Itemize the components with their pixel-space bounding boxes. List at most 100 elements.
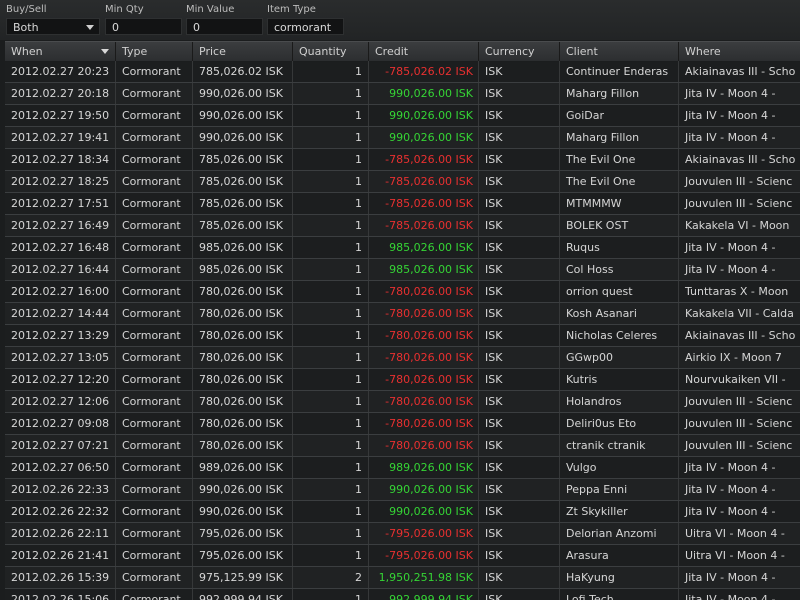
cell-where: Jita IV - Moon 4 -	[685, 571, 776, 584]
cell-where: Uitra VI - Moon 4 -	[685, 527, 785, 540]
cell-client: Kosh Asanari	[560, 303, 679, 324]
cell-currency: ISK	[479, 171, 560, 192]
column-header-price[interactable]: Price	[193, 42, 293, 61]
table-row[interactable]: 2012.02.27 18:34 Cormorant 785,026.00 ISK 1…	[5, 149, 800, 171]
cell-type: Cormorant	[116, 457, 193, 478]
table-row[interactable]: 2012.02.27 18:25 Cormorant 785,026.00 ISK 1…	[5, 171, 800, 193]
cell-type: Cormorant	[116, 369, 193, 390]
item-type-filter: Item Type cormorant	[267, 3, 344, 35]
cell-type: Cormorant	[116, 281, 193, 302]
cell-where: Nourvukaiken VII -	[685, 373, 786, 386]
cell-quantity: 1	[293, 303, 369, 324]
cell-credit: 985,026.00 ISK	[369, 237, 479, 258]
cell-client: GoiDar	[560, 105, 679, 126]
cell-credit: -795,026.00 ISK	[369, 545, 479, 566]
cell-type: Cormorant	[116, 391, 193, 412]
cell-when: 2012.02.27 16:49	[5, 215, 116, 236]
cell-currency: ISK	[479, 193, 560, 214]
table-row[interactable]: 2012.02.27 13:05 Cormorant 780,026.00 ISK 1…	[5, 347, 800, 369]
cell-credit: 985,026.00 ISK	[369, 259, 479, 280]
table-row[interactable]: 2012.02.26 21:41 Cormorant 795,026.00 ISK 1…	[5, 545, 800, 567]
cell-type: Cormorant	[116, 589, 193, 600]
cell-currency: ISK	[479, 457, 560, 478]
buy-sell-filter: Buy/Sell Both	[6, 3, 100, 35]
cell-where: Akiainavas III - Scho	[685, 153, 796, 166]
cell-when: 2012.02.26 22:11	[5, 523, 116, 544]
table-row[interactable]: 2012.02.26 15:06 Cormorant 992,999.94 ISK 1…	[5, 589, 800, 600]
table-row[interactable]: 2012.02.27 12:06 Cormorant 780,026.00 ISK 1…	[5, 391, 800, 413]
buy-sell-select[interactable]: Both	[6, 18, 100, 35]
cell-client: HaKyung	[560, 567, 679, 588]
cell-when: 2012.02.27 16:48	[5, 237, 116, 258]
cell-currency: ISK	[479, 127, 560, 148]
table-row[interactable]: 2012.02.27 19:50 Cormorant 990,026.00 ISK 1…	[5, 105, 800, 127]
column-header-quantity[interactable]: Quantity	[293, 42, 369, 61]
table-row[interactable]: 2012.02.27 09:08 Cormorant 780,026.00 ISK 1…	[5, 413, 800, 435]
cell-where: Jita IV - Moon 4 -	[685, 505, 776, 518]
cell-credit: -785,026.00 ISK	[369, 215, 479, 236]
min-qty-input[interactable]: 0	[105, 18, 182, 35]
column-header-when[interactable]: When	[5, 42, 116, 61]
cell-client: Zt Skykiller	[560, 501, 679, 522]
cell-when: 2012.02.27 12:06	[5, 391, 116, 412]
buy-sell-value: Both	[13, 21, 39, 34]
cell-when: 2012.02.27 20:23	[5, 61, 116, 82]
cell-currency: ISK	[479, 303, 560, 324]
table-row[interactable]: 2012.02.27 16:49 Cormorant 785,026.00 ISK 1…	[5, 215, 800, 237]
cell-credit: 1,950,251.98 ISK	[369, 567, 479, 588]
cell-when: 2012.02.27 16:44	[5, 259, 116, 280]
table-row[interactable]: 2012.02.27 07:21 Cormorant 780,026.00 ISK 1…	[5, 435, 800, 457]
table-row[interactable]: 2012.02.27 13:29 Cormorant 780,026.00 ISK 1…	[5, 325, 800, 347]
table-row[interactable]: 2012.02.27 16:44 Cormorant 985,026.00 ISK 1…	[5, 259, 800, 281]
column-header-client[interactable]: Client	[560, 42, 679, 61]
cell-where: Jouvulen III - Scienc	[685, 395, 793, 408]
column-header-type[interactable]: Type	[116, 42, 193, 61]
min-value-input[interactable]: 0	[186, 18, 263, 35]
cell-quantity: 1	[293, 105, 369, 126]
cell-credit: 990,026.00 ISK	[369, 83, 479, 104]
column-header-credit[interactable]: Credit	[369, 42, 479, 61]
cell-where: Akiainavas III - Scho	[685, 65, 796, 78]
cell-where: Jouvulen III - Scienc	[685, 417, 793, 430]
cell-when: 2012.02.27 14:44	[5, 303, 116, 324]
cell-when: 2012.02.27 18:25	[5, 171, 116, 192]
cell-quantity: 1	[293, 369, 369, 390]
cell-client: Col Hoss	[560, 259, 679, 280]
cell-type: Cormorant	[116, 303, 193, 324]
table-row[interactable]: 2012.02.27 19:41 Cormorant 990,026.00 ISK 1…	[5, 127, 800, 149]
cell-type: Cormorant	[116, 105, 193, 126]
table-row[interactable]: 2012.02.27 17:51 Cormorant 785,026.00 ISK 1…	[5, 193, 800, 215]
cell-when: 2012.02.27 17:51	[5, 193, 116, 214]
cell-credit: 990,026.00 ISK	[369, 105, 479, 126]
cell-credit: 990,026.00 ISK	[369, 501, 479, 522]
item-type-input[interactable]: cormorant	[267, 18, 344, 35]
cell-type: Cormorant	[116, 567, 193, 588]
table-row[interactable]: 2012.02.27 06:50 Cormorant 989,026.00 ISK 1…	[5, 457, 800, 479]
cell-price: 785,026.00 ISK	[193, 193, 293, 214]
table-row[interactable]: 2012.02.26 15:39 Cormorant 975,125.99 ISK 2…	[5, 567, 800, 589]
column-header-where[interactable]: Where	[685, 45, 721, 58]
cell-price: 990,026.00 ISK	[193, 127, 293, 148]
cell-client: Delorian Anzomi	[560, 523, 679, 544]
cell-when: 2012.02.27 20:18	[5, 83, 116, 104]
table-row[interactable]: 2012.02.27 14:44 Cormorant 780,026.00 ISK 1…	[5, 303, 800, 325]
table-row[interactable]: 2012.02.26 22:33 Cormorant 990,026.00 ISK 1…	[5, 479, 800, 501]
table-row[interactable]: 2012.02.26 22:11 Cormorant 795,026.00 ISK 1…	[5, 523, 800, 545]
table-row[interactable]: 2012.02.27 12:20 Cormorant 780,026.00 ISK 1…	[5, 369, 800, 391]
table-row[interactable]: 2012.02.26 22:32 Cormorant 990,026.00 ISK 1…	[5, 501, 800, 523]
column-header-currency[interactable]: Currency	[479, 42, 560, 61]
table-row[interactable]: 2012.02.27 20:23 Cormorant 785,026.02 ISK 1…	[5, 61, 800, 83]
cell-where: Jita IV - Moon 4 -	[685, 263, 776, 276]
table-header: When Type Price Quantity Credit Currency…	[5, 41, 800, 62]
table-row[interactable]: 2012.02.27 20:18 Cormorant 990,026.00 ISK 1…	[5, 83, 800, 105]
cell-where: Akiainavas III - Scho	[685, 329, 796, 342]
cell-price: 785,026.00 ISK	[193, 215, 293, 236]
cell-price: 990,026.00 ISK	[193, 501, 293, 522]
table-row[interactable]: 2012.02.27 16:48 Cormorant 985,026.00 ISK 1…	[5, 237, 800, 259]
min-qty-filter: Min Qty 0	[105, 3, 182, 35]
cell-client: Lofi Tech	[560, 589, 679, 600]
table-row[interactable]: 2012.02.27 16:00 Cormorant 780,026.00 ISK 1…	[5, 281, 800, 303]
cell-client: Maharg Fillon	[560, 127, 679, 148]
cell-quantity: 1	[293, 435, 369, 456]
cell-currency: ISK	[479, 149, 560, 170]
